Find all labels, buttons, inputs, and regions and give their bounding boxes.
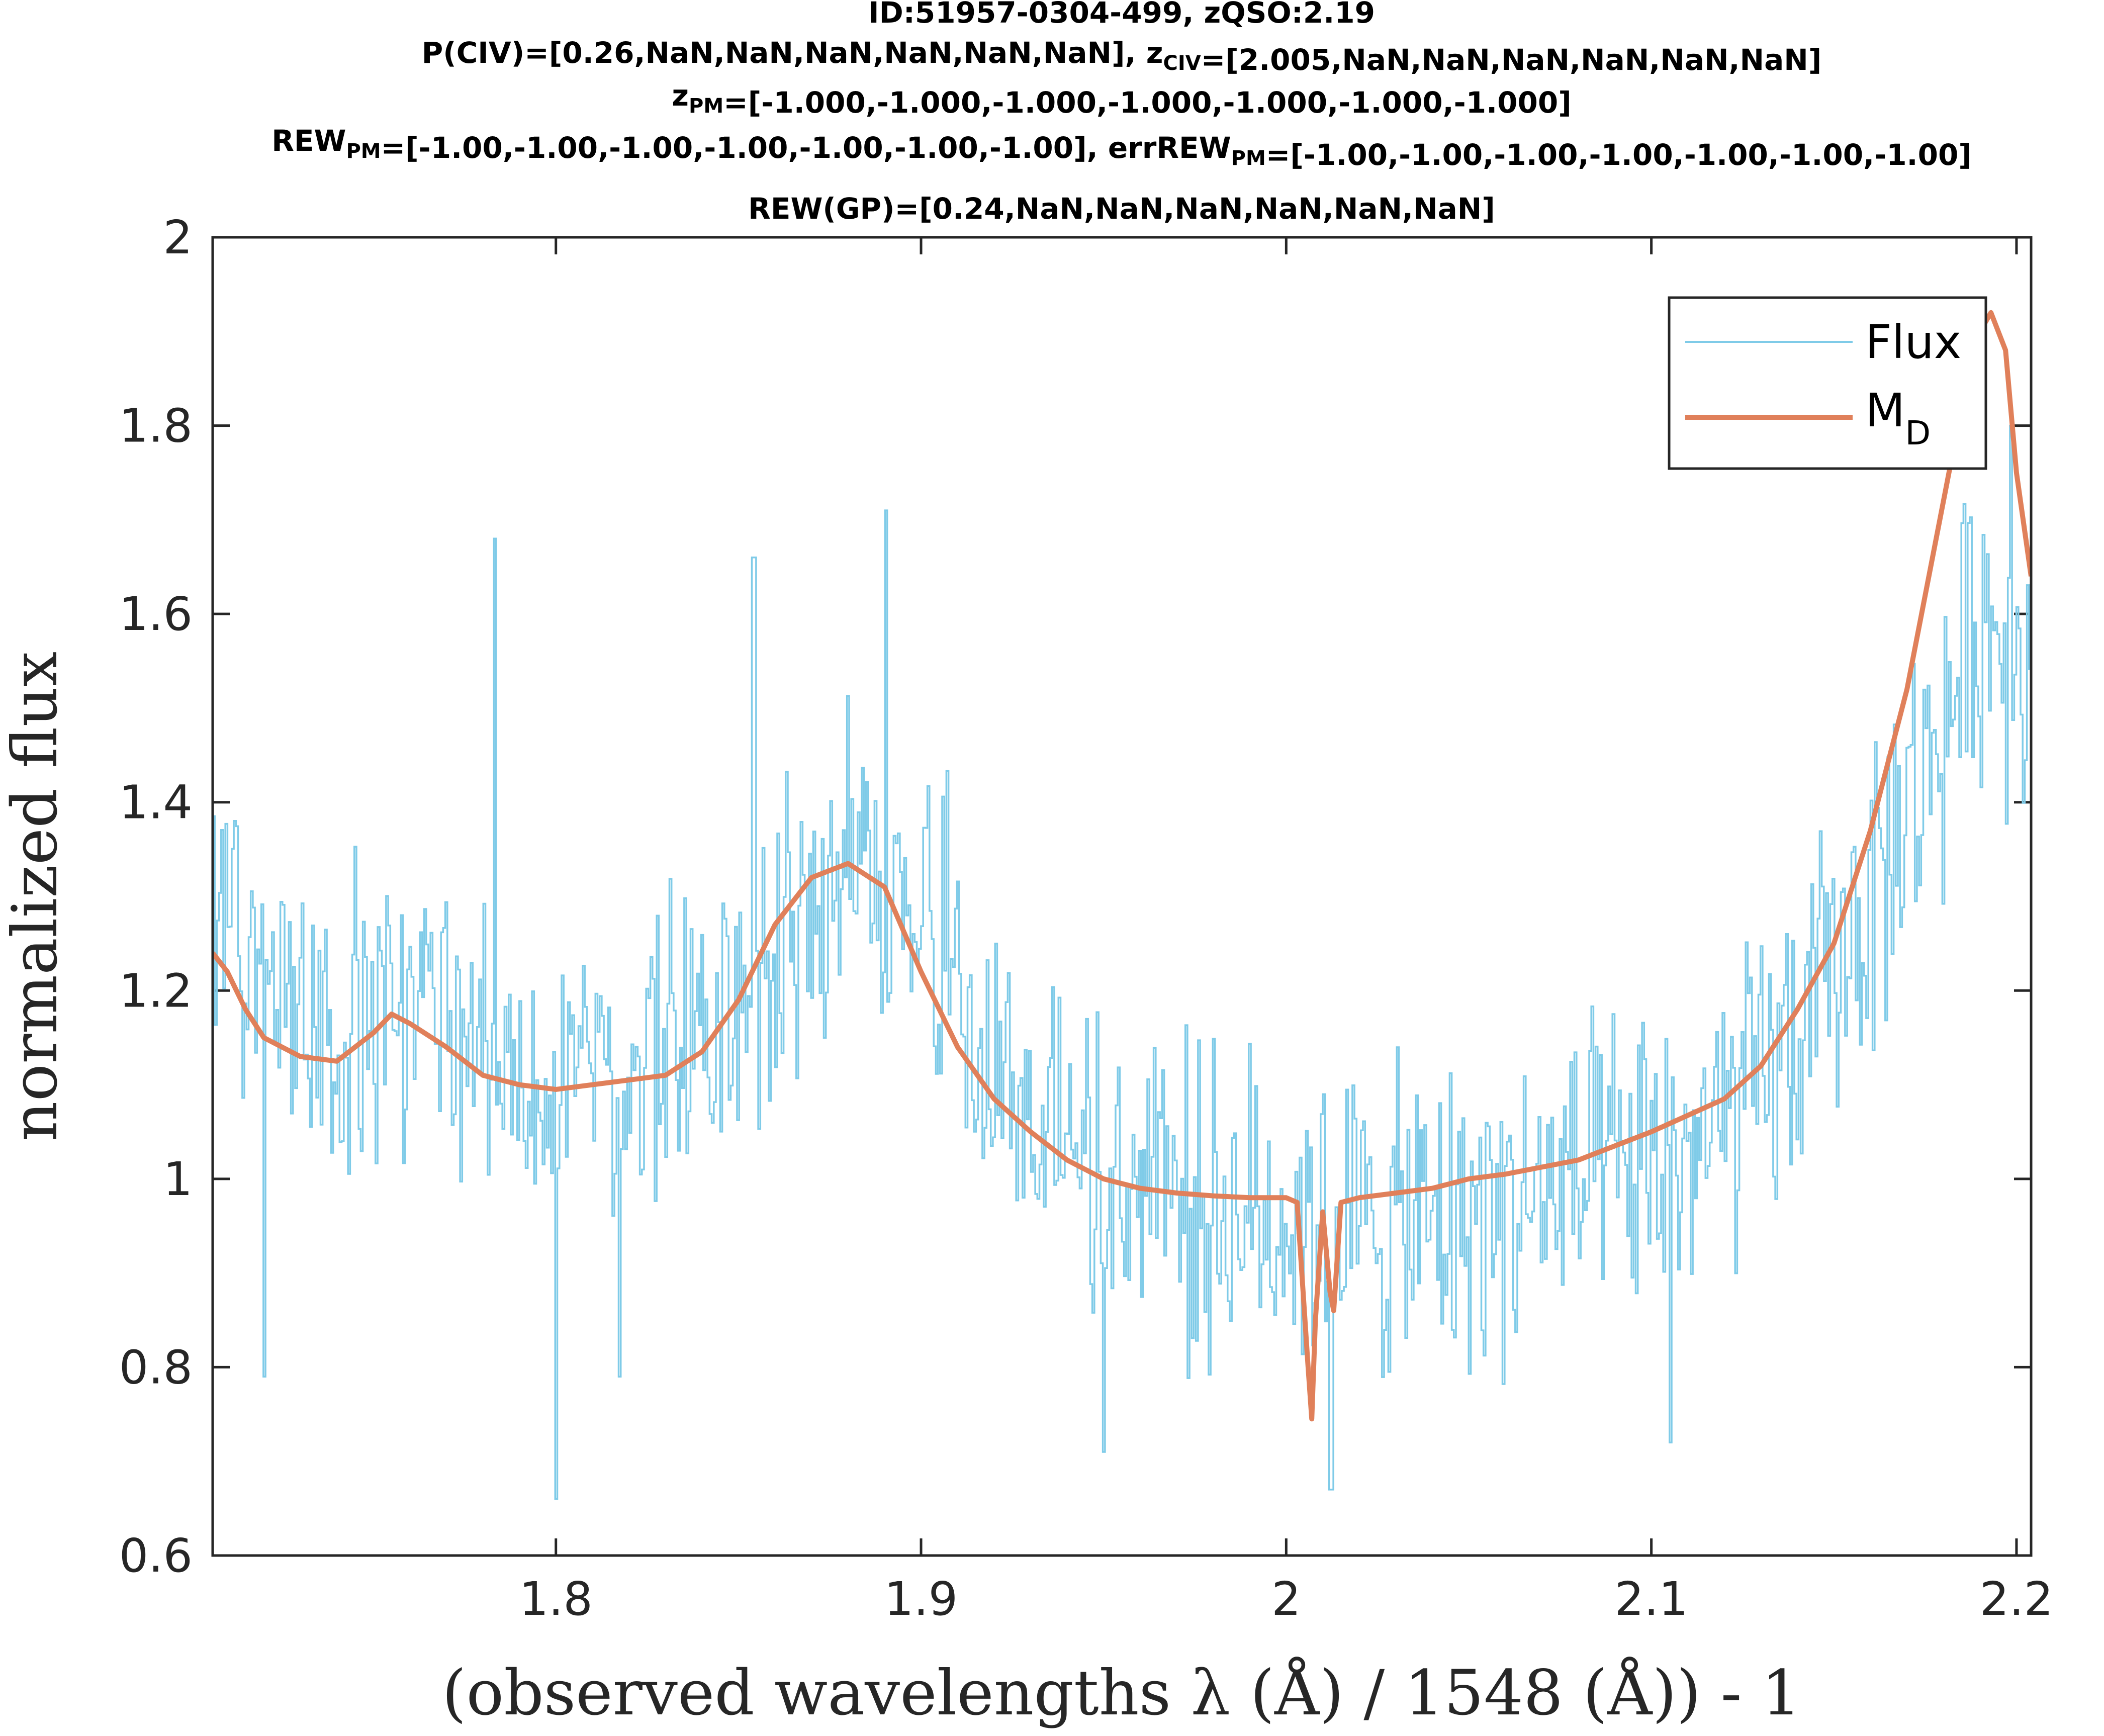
- y-tick-label: 1: [163, 1152, 193, 1206]
- x-tick-label: 2.1: [1614, 1572, 1688, 1626]
- y-tick-label: 1.2: [119, 964, 193, 1018]
- y-tick-labels: 0.6 0.8 1 1.2 1.4 1.6 1.8 2: [119, 211, 193, 1583]
- series-layer: [213, 310, 2031, 1500]
- legend-box: [1668, 296, 1987, 470]
- title-line-0: ID:51957-0304-499, zQSO:2.19: [868, 0, 1375, 30]
- x-tick-labels: 1.8 1.9 2 2.1 2.2: [519, 1572, 2054, 1626]
- y-axis-label: normalized flux: [0, 652, 71, 1142]
- y-tick-label: 2: [163, 211, 193, 264]
- y-tick-label: 1.4: [119, 776, 193, 830]
- x-tick-label: 2: [1271, 1572, 1301, 1626]
- x-tick-label: 1.9: [884, 1572, 958, 1626]
- legend-label-md: MD: [1865, 384, 1931, 452]
- plot-frame: [211, 236, 2033, 1557]
- legend: Flux MD: [1668, 296, 1987, 470]
- chart-title: ID:51957-0304-499, zQSO:2.19 P(CIV)=[0.26…: [271, 0, 1972, 226]
- x-tick-label: 1.8: [519, 1572, 593, 1626]
- title-line-4: REW(GP)=[0.24,NaN,NaN,NaN,NaN,NaN,NaN]: [748, 192, 1495, 226]
- title-line-1: P(CIV)=[0.26,NaN,NaN,NaN,NaN,NaN,NaN], z…: [422, 36, 1822, 77]
- x-tick-label: 2.2: [1980, 1572, 2053, 1626]
- y-tick-label: 0.6: [119, 1529, 193, 1583]
- title-line-3: REWPM=[-1.00,-1.00,-1.00,-1.00,-1.00,-1.…: [271, 124, 1972, 172]
- y-tick-label: 1.6: [119, 587, 193, 641]
- series-md: [213, 310, 2031, 1422]
- legend-label-flux: Flux: [1865, 315, 1961, 369]
- y-tick-label: 0.8: [119, 1340, 193, 1394]
- y-tick-label: 1.8: [119, 399, 193, 453]
- x-axis-label: (observed wavelengths λ (Å) / 1548 (Å)) …: [442, 1657, 1801, 1729]
- title-line-2: zPM=[-1.000,-1.000,-1.000,-1.000,-1.000,…: [672, 78, 1571, 120]
